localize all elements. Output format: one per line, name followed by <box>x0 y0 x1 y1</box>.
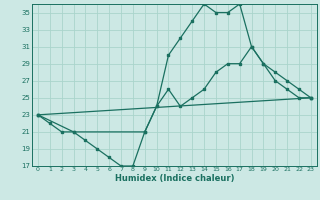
X-axis label: Humidex (Indice chaleur): Humidex (Indice chaleur) <box>115 174 234 183</box>
